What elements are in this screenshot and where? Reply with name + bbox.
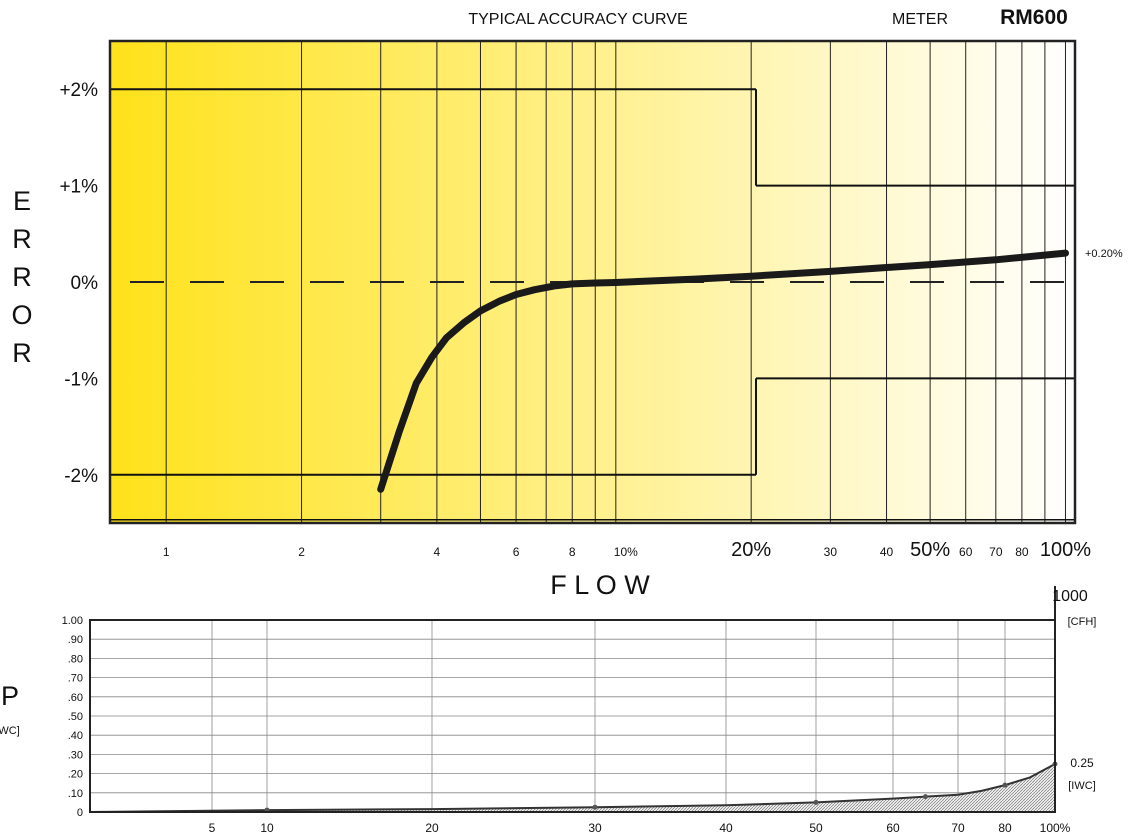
x-tick-label: 10 — [260, 821, 274, 835]
x-tick-label: 70 — [989, 545, 1003, 559]
pressure-drop-area — [90, 764, 1055, 812]
x-tick-label: 40 — [719, 821, 733, 835]
pressure-x-tick-labels: 5 10 20 30 40 50 60 70 80 100% — [209, 821, 1071, 835]
x-tick-label: 100% — [1040, 539, 1091, 561]
x-tick-label: 70 — [951, 821, 965, 835]
error-axis-letter: O — [11, 300, 32, 330]
x-tick-label: 60 — [886, 821, 900, 835]
y-tick-label: .10 — [68, 788, 83, 800]
pressure-end-value: 0.25 — [1070, 756, 1094, 770]
y-tick-label: .60 — [68, 692, 83, 704]
x-tick-label: 80 — [1015, 545, 1029, 559]
x-tick-label: 10% — [614, 545, 638, 559]
x-tick-label: 20% — [731, 539, 771, 561]
chart-title: TYPICAL ACCURACY CURVE — [468, 11, 687, 28]
pressure-end-unit: [IWC] — [1068, 780, 1096, 792]
x-tick-label: 100% — [1040, 821, 1071, 835]
error-axis-letter: R — [12, 224, 32, 254]
x-tick-label: 5 — [209, 821, 216, 835]
y-tick-label: +2% — [59, 80, 98, 101]
accuracy-limit-lines — [110, 88, 1075, 521]
y-tick-label: .70 — [68, 673, 83, 685]
flow-max-label: 1000 — [1052, 588, 1088, 605]
accuracy-y-tick-labels: +2% +1% 0% -1% -2% — [59, 80, 98, 487]
y-tick-label: -2% — [64, 466, 98, 487]
accuracy-plot: 1 2 4 6 8 10% 20% 30 40 50% 60 70 80 100% +2% +1% 0% -1%… — [11, 39, 1123, 600]
pressure-y-tick-labels: 1.00 .90 .80 .70 .60 .50 .40 .30 .20 .10 0 — [62, 615, 83, 819]
y-tick-label: .80 — [68, 653, 83, 665]
pressure-marker — [592, 804, 598, 810]
flow-unit-label: [CFH] — [1068, 616, 1097, 628]
pressure-axis-label: P — [1, 681, 19, 711]
x-tick-label: 4 — [434, 545, 441, 559]
x-tick-label: 1 — [163, 545, 170, 559]
y-tick-label: .90 — [68, 634, 83, 646]
x-tick-label: 30 — [588, 821, 602, 835]
end-error-annotation: +0.20% — [1085, 248, 1123, 260]
meter-label: METER — [892, 11, 948, 28]
y-tick-label: +1% — [59, 177, 98, 198]
meter-model: RM600 — [1000, 6, 1068, 29]
error-axis-letter: R — [12, 262, 32, 292]
x-tick-label: 60 — [959, 545, 973, 559]
accuracy-plot-frame — [108, 39, 1077, 525]
y-tick-label: 0 — [77, 807, 83, 819]
x-tick-label: 80 — [998, 821, 1012, 835]
x-tick-label: 6 — [513, 545, 520, 559]
pressure-plot-frame — [89, 619, 1056, 813]
error-axis-letter: E — [13, 186, 31, 216]
x-tick-label: 30 — [824, 545, 838, 559]
x-tick-label: 2 — [298, 545, 305, 559]
pressure-unit-label: [IWC] — [0, 725, 20, 737]
x-tick-label: 20 — [425, 821, 439, 835]
x-tick-label: 40 — [880, 545, 894, 559]
accuracy-curve — [377, 249, 1069, 493]
x-tick-label: 50% — [910, 539, 950, 561]
y-tick-label: .40 — [68, 730, 83, 742]
y-tick-label: 0% — [71, 273, 99, 294]
pressure-marker — [923, 794, 928, 800]
pressure-marker — [813, 799, 819, 805]
pressure-marker — [1002, 782, 1008, 788]
pressure-gridlines — [90, 586, 1056, 813]
y-tick-label: .50 — [68, 711, 83, 723]
pressure-drop-plot: 5 10 20 30 40 50 60 70 80 100% 1.00 .90 .80 .70 .60 .5… — [0, 586, 1096, 835]
flow-axis-label: F L O W — [550, 570, 650, 600]
error-axis-letter: R — [12, 338, 32, 368]
x-tick-label: 8 — [569, 545, 576, 559]
y-tick-label: .30 — [68, 749, 83, 761]
accuracy-x-tick-labels: 1 2 4 6 8 10% 20% 30 40 50% 60 70 80 100% — [163, 539, 1091, 561]
y-tick-label: .20 — [68, 769, 83, 781]
y-tick-label: 1.00 — [62, 615, 83, 627]
x-tick-label: 50 — [809, 821, 823, 835]
y-tick-label: -1% — [64, 369, 98, 390]
